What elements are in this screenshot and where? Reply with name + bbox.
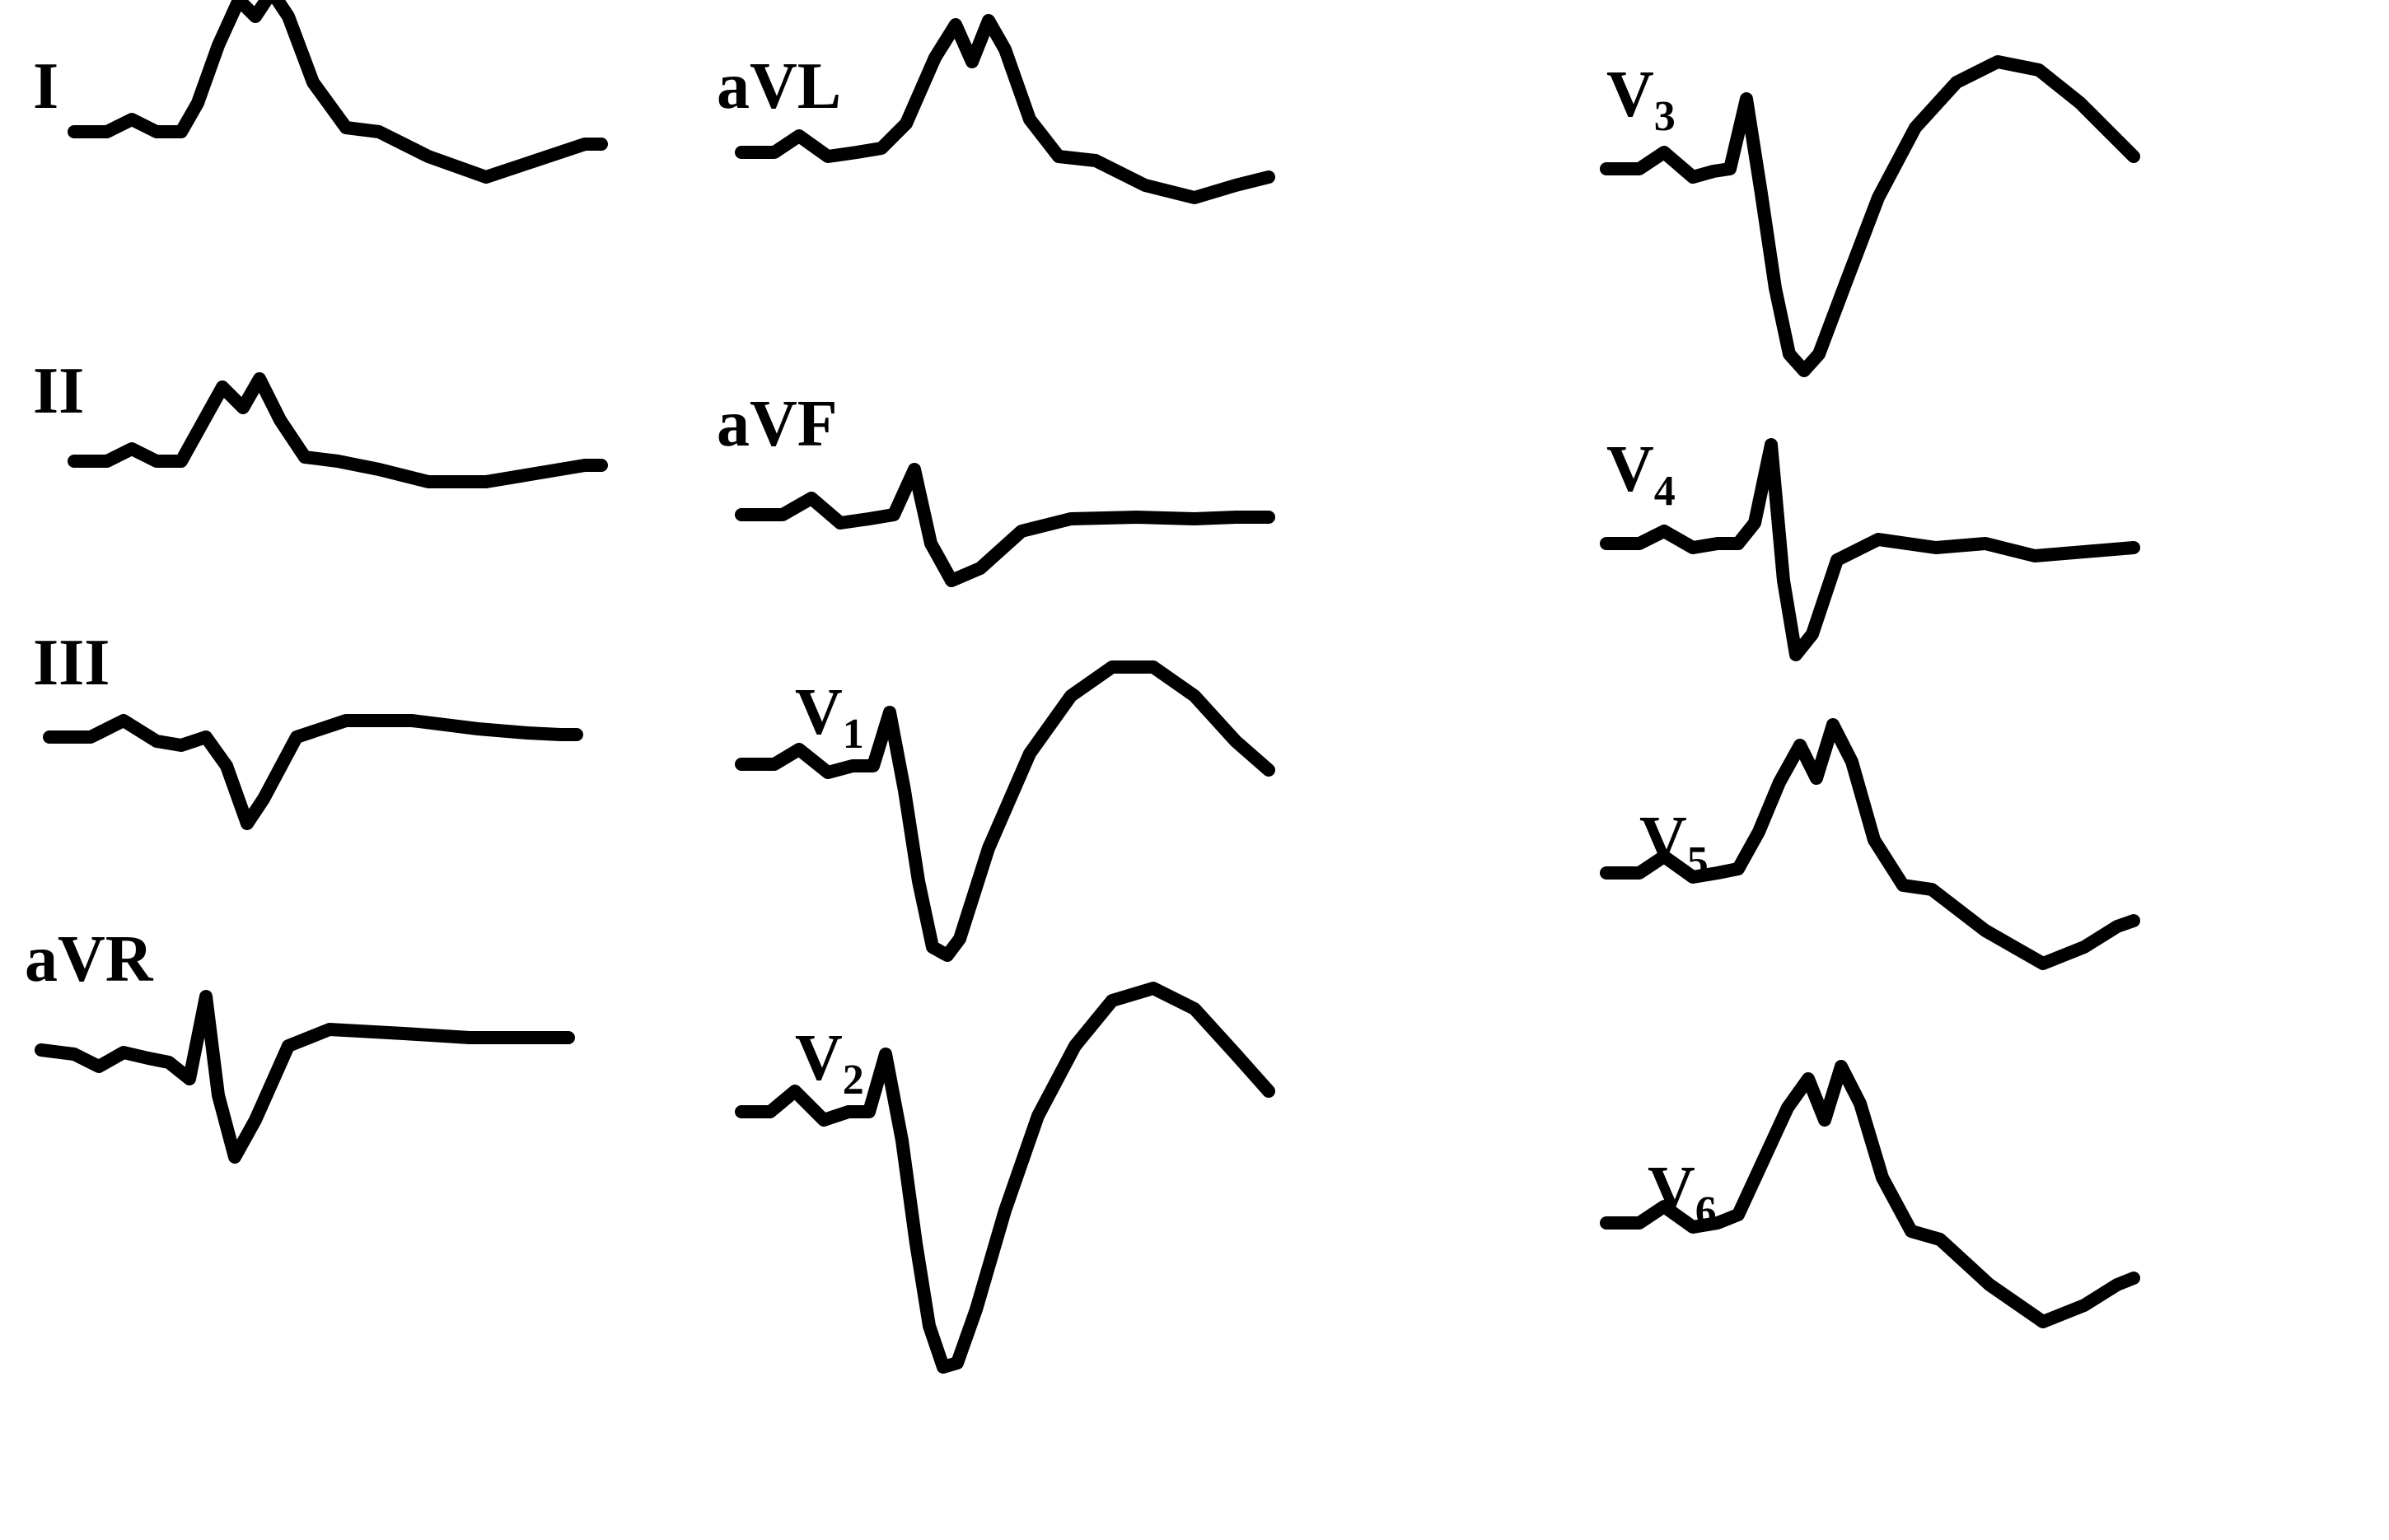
lead-aVR-waveform bbox=[41, 889, 568, 1384]
ecg-12-lead-figure: IIIIIIaVRaVLaVFV1V2V3V4V5V6 bbox=[0, 0, 2389, 1501]
lead-V2-waveform bbox=[741, 947, 1269, 1441]
lead-I-label: I bbox=[33, 49, 58, 124]
lead-V6-waveform bbox=[1606, 1046, 2134, 1540]
